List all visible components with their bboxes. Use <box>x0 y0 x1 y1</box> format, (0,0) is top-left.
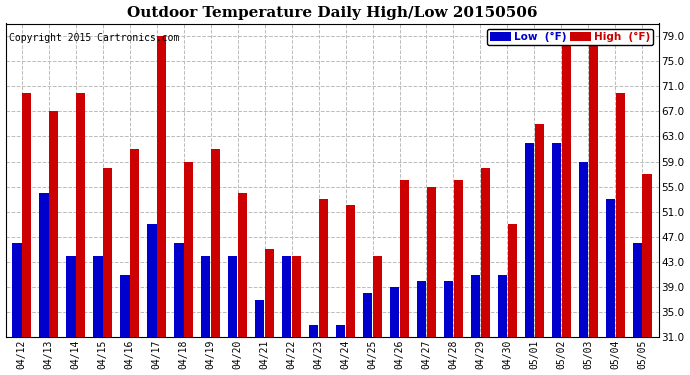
Bar <box>562 36 571 337</box>
Bar <box>292 256 301 337</box>
Bar <box>642 174 652 337</box>
Bar <box>525 143 534 337</box>
Bar <box>400 180 409 337</box>
Bar <box>12 243 21 337</box>
Bar <box>606 199 615 337</box>
Bar <box>579 162 589 337</box>
Bar <box>147 224 157 337</box>
Bar <box>210 149 220 337</box>
Bar <box>444 281 453 337</box>
Bar <box>238 193 247 337</box>
Bar <box>174 243 184 337</box>
Bar <box>615 93 625 337</box>
Bar <box>39 193 48 337</box>
Bar <box>390 287 400 337</box>
Text: Copyright 2015 Cartronics.com: Copyright 2015 Cartronics.com <box>9 33 179 43</box>
Bar <box>66 256 76 337</box>
Bar <box>453 180 463 337</box>
Bar <box>228 256 237 337</box>
Bar <box>589 36 598 337</box>
Bar <box>498 274 507 337</box>
Title: Outdoor Temperature Daily High/Low 20150506: Outdoor Temperature Daily High/Low 20150… <box>127 6 538 20</box>
Bar <box>22 93 31 337</box>
Bar <box>471 274 480 337</box>
Bar <box>120 274 130 337</box>
Bar <box>130 149 139 337</box>
Bar <box>76 93 86 337</box>
Bar <box>363 293 373 337</box>
Bar <box>103 168 112 337</box>
Bar <box>508 224 517 337</box>
Bar <box>255 300 264 337</box>
Bar <box>336 325 346 337</box>
Legend: Low  (°F), High  (°F): Low (°F), High (°F) <box>487 29 653 45</box>
Bar <box>426 187 436 337</box>
Bar <box>157 36 166 337</box>
Bar <box>93 256 103 337</box>
Bar <box>265 249 274 337</box>
Bar <box>552 143 561 337</box>
Bar <box>417 281 426 337</box>
Bar <box>346 206 355 337</box>
Bar <box>201 256 210 337</box>
Bar <box>309 325 318 337</box>
Bar <box>282 256 291 337</box>
Bar <box>184 162 193 337</box>
Bar <box>481 168 490 337</box>
Bar <box>633 243 642 337</box>
Bar <box>319 199 328 337</box>
Bar <box>373 256 382 337</box>
Bar <box>49 111 59 337</box>
Bar <box>535 124 544 337</box>
